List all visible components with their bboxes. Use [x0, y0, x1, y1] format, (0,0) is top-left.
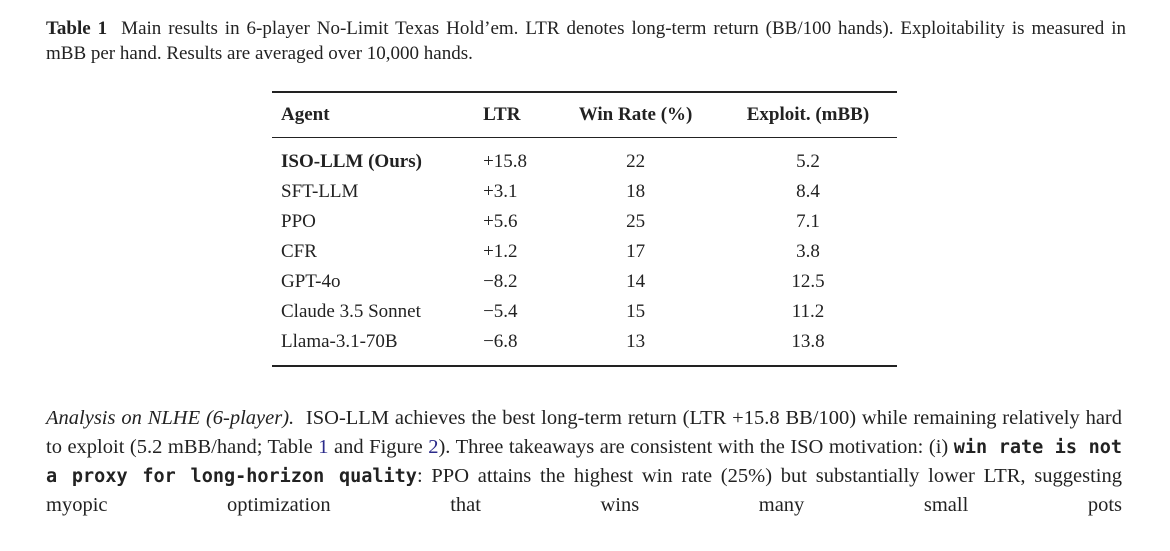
- table-row: CFR +1.2 17 3.8: [272, 237, 897, 267]
- figure-reference-link[interactable]: 2: [428, 436, 439, 458]
- cell-exploit: 3.8: [796, 241, 820, 262]
- cell-win-rate: 18: [626, 181, 646, 202]
- cell-agent: GPT-4o: [281, 271, 341, 292]
- table-row: ISO-LLM (Ours) +15.8 22 5.2: [272, 138, 897, 178]
- table-row: Claude 3.5 Sonnet −5.4 15 11.2: [272, 297, 897, 327]
- cell-agent: ISO-LLM (Ours): [281, 151, 422, 172]
- cell-win-rate: 17: [626, 241, 646, 262]
- table-caption-text: Main results in 6-player No-Limit Texas …: [46, 18, 1126, 64]
- cell-win-rate: 14: [626, 271, 646, 292]
- results-table-container: Agent LTR Win Rate (%) Exploit. (mBB) IS…: [272, 91, 897, 367]
- cell-win-rate: 13: [626, 331, 646, 352]
- cell-exploit: 12.5: [791, 271, 825, 292]
- table-row: SFT-LLM +3.1 18 8.4: [272, 177, 897, 207]
- table-row: GPT-4o −8.2 14 12.5: [272, 267, 897, 297]
- paragraph-heading: Analysis on NLHE (6-player).: [46, 407, 295, 429]
- cell-exploit: 13.8: [791, 331, 825, 352]
- header-agent: Agent: [281, 104, 330, 125]
- paragraph-text-4: : PPO attains the highest win rate (25%)…: [46, 465, 1122, 516]
- table-reference-link[interactable]: 1: [318, 436, 329, 458]
- cell-agent: PPO: [281, 211, 316, 232]
- paragraph-text-3: ). Three takeaways are consistent with t…: [438, 436, 954, 458]
- header-ltr: LTR: [483, 104, 521, 125]
- cell-exploit: 11.2: [791, 301, 825, 322]
- cell-ltr: +3.1: [483, 181, 518, 202]
- analysis-paragraph: Analysis on NLHE (6-player). ISO-LLM ach…: [46, 404, 1122, 520]
- cell-exploit: 5.2: [796, 151, 820, 172]
- cell-ltr: +5.6: [483, 211, 518, 232]
- cell-ltr: −8.2: [483, 271, 518, 292]
- cell-win-rate: 22: [626, 151, 646, 172]
- table-row: PPO +5.6 25 7.1: [272, 207, 897, 237]
- paragraph-bold-claim: win rate is not a proxy for long-horizon…: [46, 437, 1122, 487]
- table-caption-label: Table 1: [46, 18, 108, 39]
- paragraph-text-1: ISO-LLM achieves the best long-term retu…: [46, 407, 1123, 458]
- cell-ltr: +15.8: [483, 151, 528, 172]
- table-row: Llama-3.1-70B −6.8 13 13.8: [272, 327, 897, 366]
- header-exploit: Exploit. (mBB): [746, 104, 870, 125]
- cell-agent: CFR: [281, 241, 317, 262]
- cell-ltr: +1.2: [483, 241, 518, 262]
- cell-agent: SFT-LLM: [281, 181, 359, 202]
- results-table: Agent LTR Win Rate (%) Exploit. (mBB) IS…: [272, 91, 897, 367]
- paragraph-text-2: and Figure: [328, 436, 429, 458]
- table-caption: Table 1 Main results in 6-player No-Limit…: [46, 16, 1126, 66]
- cell-exploit: 7.1: [796, 211, 820, 232]
- cell-agent: Claude 3.5 Sonnet: [281, 301, 421, 322]
- cell-ltr: −6.8: [483, 331, 518, 352]
- header-win-rate: Win Rate (%): [578, 104, 693, 125]
- table-header-row: Agent LTR Win Rate (%) Exploit. (mBB): [272, 92, 897, 138]
- cell-agent: Llama-3.1-70B: [281, 331, 398, 352]
- cell-ltr: −5.4: [483, 301, 518, 322]
- cell-win-rate: 25: [626, 211, 646, 232]
- cell-exploit: 8.4: [796, 181, 820, 202]
- cell-win-rate: 15: [626, 301, 646, 322]
